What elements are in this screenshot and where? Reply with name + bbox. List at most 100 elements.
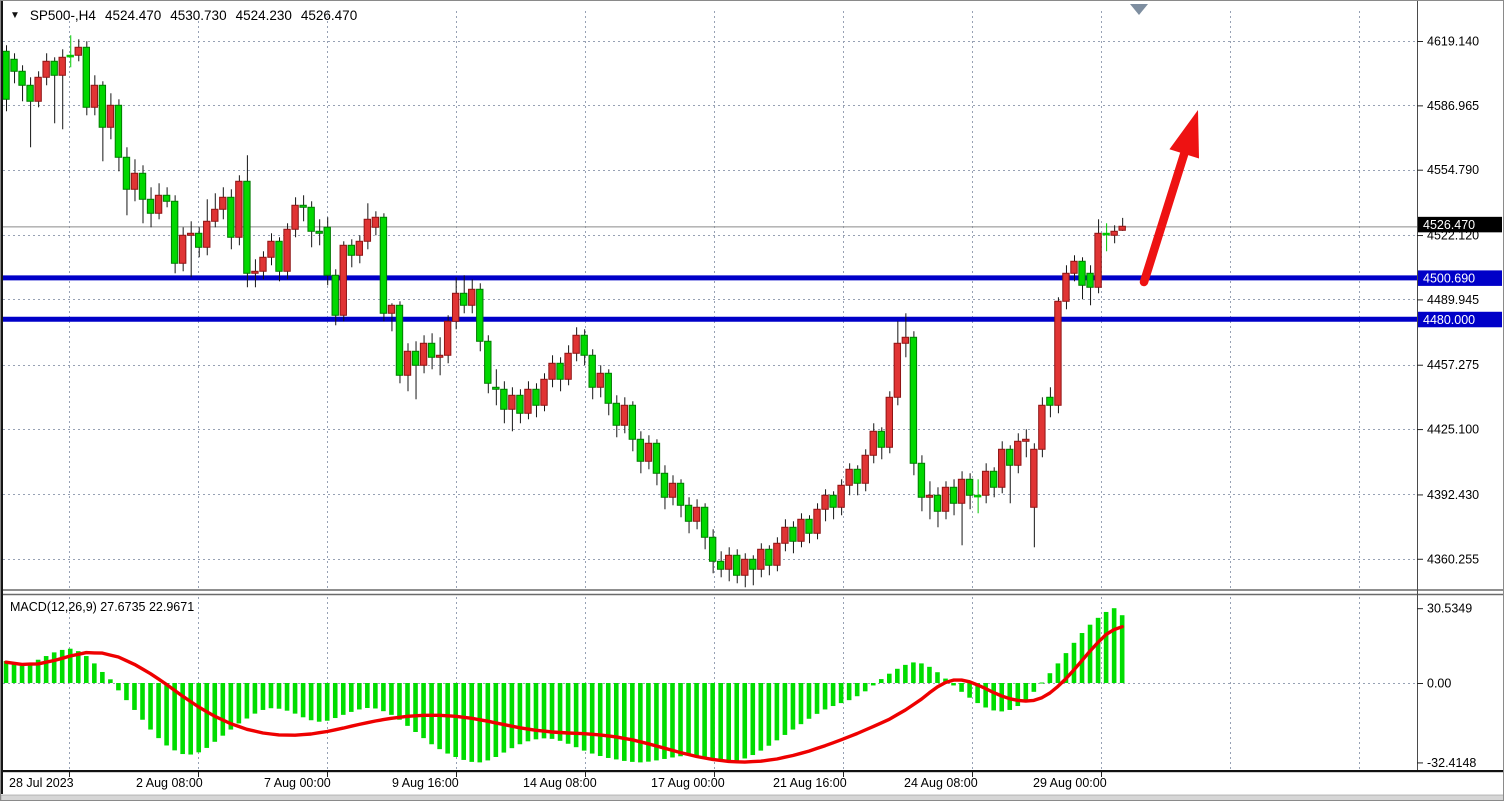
macd-bar (348, 683, 354, 712)
macd-bar (84, 656, 89, 683)
time-axis-label: 9 Aug 16:00 (392, 776, 459, 790)
candle-bear (275, 240, 283, 272)
macd-bar (814, 683, 820, 714)
trend-arrow-head[interactable] (1169, 110, 1200, 159)
macd-bar (1071, 642, 1077, 683)
macd-signal-line (4, 625, 1124, 764)
macd-bar (718, 683, 723, 761)
macd-bar (1095, 617, 1101, 683)
candle-bear (227, 196, 235, 238)
candle-bull (419, 342, 428, 366)
macd-bar (919, 663, 924, 683)
macd-bar (694, 683, 699, 757)
candle-bull (973, 494, 982, 498)
macd-bar (790, 683, 796, 730)
candle-bull (130, 172, 139, 190)
trend-arrow-shaft[interactable] (1139, 143, 1191, 287)
candle-bear (516, 394, 524, 414)
macd-bar (742, 683, 748, 759)
macd-bar (389, 683, 394, 715)
macd-bar (124, 683, 129, 701)
candle-bull (154, 194, 163, 214)
quote-high-value: 4530.730 (170, 7, 227, 23)
chart-shift-marker-icon[interactable] (1130, 4, 1148, 15)
macd-bar (11, 663, 17, 683)
candle-bear (379, 216, 388, 314)
candle-bull (259, 256, 267, 272)
macd-bar (1103, 611, 1109, 683)
macd-bar (357, 683, 362, 710)
macd-bar (260, 683, 266, 710)
candle-bear (933, 494, 942, 512)
macd-bar (381, 683, 386, 712)
candle-bear (243, 180, 251, 274)
price-tick-label: 4360.255 (1427, 552, 1479, 566)
macd-bar (59, 649, 65, 683)
macd-bar (1023, 683, 1029, 700)
quote-close-value: 4526.470 (300, 7, 358, 23)
candle-bear (588, 354, 596, 388)
candle-bear (877, 430, 885, 448)
symbol-dropdown-icon[interactable]: ▼ (10, 9, 20, 21)
window-bottom-strip (1, 794, 1503, 800)
macd-bar (670, 683, 675, 758)
macd-bar (798, 683, 804, 725)
price-tick-label: 4586.965 (1427, 99, 1479, 113)
macd-bar (445, 683, 450, 754)
svg-text:4480.000: 4480.000 (1423, 313, 1475, 327)
candle-bull (845, 468, 853, 486)
candle-bull (435, 354, 444, 358)
macd-bar (43, 656, 49, 683)
macd-bar (726, 683, 731, 762)
candle-bull (773, 542, 781, 566)
svg-text:4500.690: 4500.690 (1423, 272, 1475, 286)
price-tick-label: 4457.275 (1427, 358, 1479, 372)
candle-bear (18, 70, 26, 86)
candle-bull (1062, 272, 1070, 302)
price-tag-level-1: 4500.690 (1418, 270, 1502, 286)
macd-bar (838, 683, 844, 704)
macd-bar (284, 683, 290, 711)
macd-bar (967, 683, 972, 698)
candles (2, 35, 1126, 588)
candle-bear (789, 526, 797, 542)
time-axis-label: 29 Aug 00:00 (1033, 776, 1107, 790)
candle-bull (203, 220, 211, 248)
macd-bar (196, 683, 202, 753)
macd-bar (565, 683, 571, 744)
candle-bull (235, 180, 243, 238)
macd-bar (413, 683, 418, 732)
candle-bull (251, 270, 259, 274)
macd-bar (244, 683, 250, 719)
macd-bar (132, 683, 137, 710)
macd-bar (1119, 615, 1125, 683)
candle-bull (885, 396, 893, 448)
candle-bear (733, 554, 741, 576)
candle-bull (540, 378, 548, 406)
candle-bear (122, 156, 131, 190)
candle-bull (1014, 440, 1022, 466)
macd-bar (630, 683, 635, 762)
macd-tick-label: -32.4148 (1427, 756, 1476, 770)
macd-bar (686, 683, 691, 756)
candle-bear (853, 468, 861, 484)
time-axis-label: 2 Aug 08:00 (136, 776, 203, 790)
macd-bar (164, 683, 169, 746)
candle-bull (781, 526, 789, 544)
price-axis: 4619.1404586.9654554.7904522.1204489.945… (1417, 35, 1479, 770)
candle-bull (90, 84, 99, 108)
candle-bull (548, 362, 556, 380)
candle-bull (1094, 232, 1102, 288)
candle-bear (805, 518, 813, 534)
macd-bar (935, 672, 940, 683)
candle-bull (34, 76, 42, 102)
macd-bar (638, 683, 643, 763)
macd-bar (324, 683, 330, 721)
candle-bear (162, 194, 171, 202)
macd-bar (268, 683, 274, 709)
candle-bull (58, 56, 66, 76)
candle-bear (684, 504, 693, 522)
macd-bar (276, 683, 282, 709)
candle-bull (837, 484, 845, 508)
